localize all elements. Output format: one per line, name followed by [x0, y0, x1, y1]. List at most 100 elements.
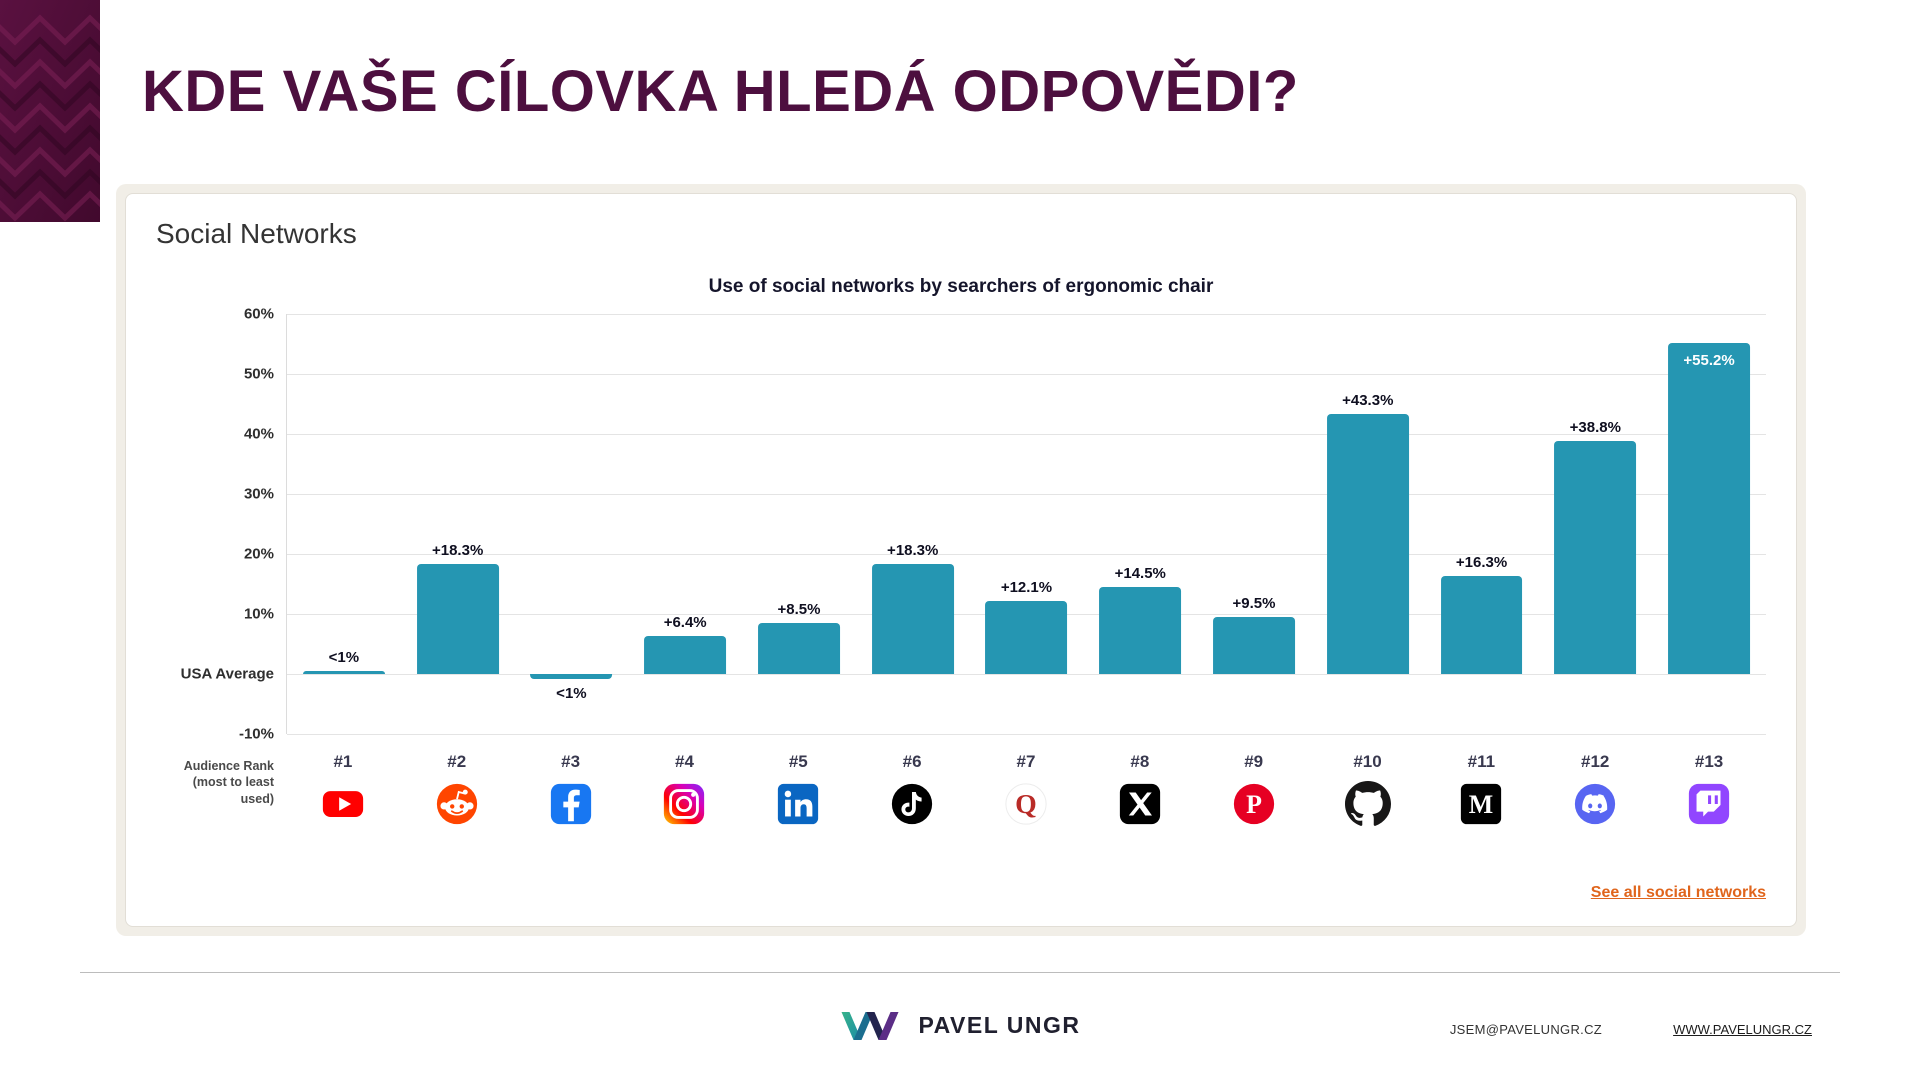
pavel-ungr-logo-icon: [841, 1012, 899, 1040]
footer: PAVEL UNGR JSEM@PAVELUNGR.CZ WWW.PAVELUN…: [0, 998, 1920, 1064]
tiktok-icon: [892, 783, 933, 825]
brand-name: PAVEL UNGR: [918, 1011, 1081, 1038]
network-column-youtube: #1: [286, 752, 400, 827]
rank-label: #12: [1581, 752, 1610, 771]
bar-column-linkedin: +8.5%: [742, 314, 856, 734]
bar-column-instagram: +6.4%: [628, 314, 742, 734]
bar-pinterest: [1213, 617, 1295, 674]
y-tick-label: 20%: [243, 545, 274, 563]
bar-value-label: +18.3%: [887, 542, 939, 560]
gridline: [287, 494, 1766, 495]
gridline: [287, 674, 1766, 675]
rank-label: #11: [1467, 752, 1496, 771]
bar-column-pinterest: +9.5%: [1197, 314, 1311, 734]
network-columns: #1 #2 #3 #4 #5 #6 #7 #8 #9 #10 #11 #12 #13: [286, 752, 1766, 827]
bar-quora: [985, 601, 1068, 674]
linkedin-icon: [778, 783, 819, 825]
bar-discord: [1554, 441, 1637, 674]
x-axis-caption-line1: Audience Rank: [183, 759, 274, 773]
bar-column-youtube: <1%: [287, 314, 401, 734]
rank-label: #1: [333, 752, 353, 771]
y-tick-label: -10%: [238, 725, 274, 743]
bar-youtube: [302, 671, 385, 674]
network-column-x: #8: [1083, 752, 1197, 827]
rank-label: #9: [1244, 752, 1264, 771]
bar-linkedin: [757, 623, 840, 674]
network-column-discord: #12: [1538, 752, 1652, 827]
network-column-github: #10: [1311, 752, 1425, 827]
rank-label: #7: [1016, 752, 1036, 771]
slide-title: KDE VAŠE CÍLOVKA HLEDÁ ODPOVĚDI?: [142, 59, 1299, 124]
bar-medium: [1440, 576, 1523, 674]
network-column-twitch: #13: [1652, 752, 1766, 827]
rank-label: #6: [902, 752, 922, 771]
rank-label: #4: [674, 752, 694, 771]
twitch-icon: [1688, 783, 1730, 825]
footer-email: JSEM@PAVELUNGR.CZ: [1449, 1022, 1602, 1037]
see-all-social-networks-link[interactable]: See all social networks: [1590, 884, 1766, 901]
rank-label: #8: [1130, 752, 1150, 771]
youtube-icon: [322, 791, 364, 817]
y-tick-label: 30%: [243, 485, 274, 503]
chart-panel: Social Networks Use of social networks b…: [116, 184, 1806, 936]
y-tick-label: 40%: [243, 425, 274, 443]
bar-value-label: +55.2%: [1683, 351, 1735, 369]
network-column-reddit: #2: [400, 752, 514, 827]
network-column-instagram: #4: [628, 752, 742, 827]
chart-title: Use of social networks by searchers of e…: [708, 276, 1214, 297]
chart-card: Social Networks Use of social networks b…: [125, 193, 1797, 927]
pinterest-icon: [1233, 783, 1274, 825]
bar-value-label: <1%: [328, 649, 360, 666]
rank-label: #3: [561, 752, 581, 771]
brand-group: PAVEL UNGR: [840, 1004, 1081, 1046]
discord-icon: [1575, 783, 1616, 825]
bar-column-twitch: +55.2%: [1652, 314, 1766, 734]
bar-instagram: [644, 635, 727, 674]
x-axis-caption-line2: (most to least used): [192, 775, 274, 806]
bar-column-tiktok: +18.3%: [856, 314, 970, 734]
footer-website-link[interactable]: WWW.PAVELUNGR.CZ: [1673, 1022, 1812, 1037]
rank-label: #10: [1353, 752, 1382, 771]
bar-value-label: <1%: [556, 684, 587, 702]
bar-value-label: +43.3%: [1342, 392, 1394, 410]
gridline: [287, 734, 1766, 735]
y-tick-label: USA Average: [180, 665, 274, 683]
x-icon: [1119, 783, 1160, 825]
rank-label: #2: [447, 752, 467, 771]
reddit-icon: [435, 782, 478, 826]
plot-area: <1% +18.3% <1% +6.4% +8.5% +18.3% +12.1% +14.5%…: [286, 314, 1766, 735]
corner-pattern-decoration: [0, 0, 100, 222]
bar-value-label: +8.5%: [777, 601, 821, 618]
network-column-facebook: #3: [514, 752, 628, 827]
facebook-icon: [550, 783, 591, 825]
card-heading: Social Networks: [156, 218, 357, 249]
bar-column-x: +14.5%: [1083, 314, 1197, 734]
plot-row: 60% 50% 40% 30% 20% 10% USA Average -10% <1% +18…: [156, 306, 1766, 743]
rank-label: #13: [1694, 752, 1724, 771]
bar-value-label: +18.3%: [431, 542, 484, 560]
y-tick-label: 10%: [243, 605, 274, 623]
gridline: [287, 554, 1766, 555]
y-tick-label: 60%: [243, 305, 274, 323]
bar-value-label: +12.1%: [1000, 579, 1053, 597]
bar-twitch: [1668, 342, 1751, 674]
bar-facebook: [530, 674, 613, 679]
quora-icon: [1005, 783, 1047, 825]
gridline: [287, 434, 1766, 435]
bar-column-quora: +12.1%: [970, 314, 1084, 734]
github-icon: [1344, 781, 1391, 826]
bar-github: [1326, 414, 1409, 674]
medium-icon: [1461, 783, 1502, 825]
network-column-medium: #11: [1424, 752, 1538, 827]
gridline: [287, 314, 1766, 315]
bar-value-label: +6.4%: [663, 613, 707, 631]
bar-column-facebook: <1%: [515, 314, 629, 734]
bar-column-github: +43.3%: [1311, 314, 1425, 734]
bar-value-label: +14.5%: [1114, 565, 1166, 582]
bar-reddit: [416, 564, 499, 674]
bar-tiktok: [871, 564, 954, 674]
bar-value-label: +16.3%: [1455, 554, 1508, 572]
x-axis-row: Audience Rank (most to least used) #1 #2 #…: [156, 752, 1766, 827]
y-tick-label: 50%: [243, 365, 274, 383]
